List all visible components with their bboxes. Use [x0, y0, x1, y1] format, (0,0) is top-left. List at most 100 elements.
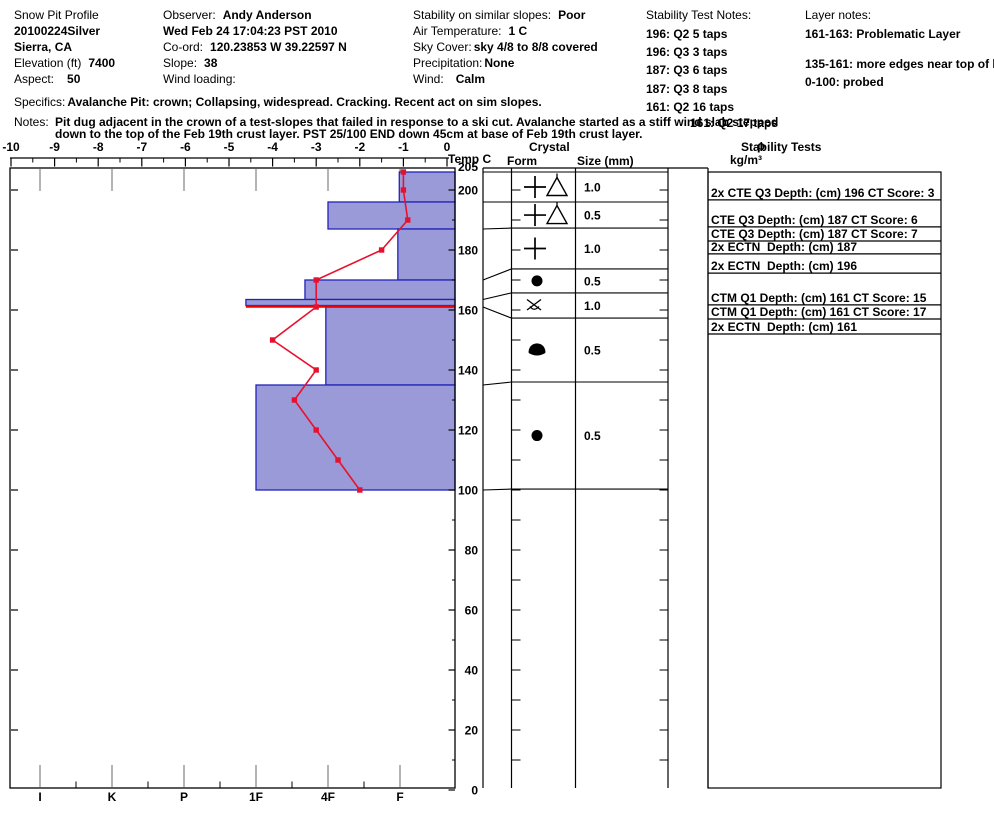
- temp-tick-label: -7: [136, 140, 147, 154]
- surface-depth-label: 205: [458, 160, 478, 174]
- aspect-label: Aspect:: [14, 72, 55, 86]
- wind-row: Wind: Calm: [413, 72, 485, 86]
- density-symbol: ρ: [757, 138, 766, 153]
- stability-test-row: 2x CTE Q3 Depth: (cm) 196 CT Score: 3: [711, 186, 935, 200]
- stability-test-row: CTM Q1 Depth: (cm) 161 CT Score: 17: [711, 305, 927, 319]
- stability-test-row: 2x ECTN Depth: (cm) 196: [711, 259, 857, 273]
- slope-row: Slope: 38: [163, 56, 217, 70]
- temp-point-marker: [378, 247, 385, 253]
- wind-loading-label: Wind loading:: [163, 72, 236, 86]
- crystal-table: [482, 167, 709, 788]
- temp-axis: -10 -9 -8 -7 -6 -5 -4 -3 -2 -1 0: [2, 140, 451, 167]
- elevation-label: Elevation (ft): [14, 56, 82, 70]
- aspect-row: Aspect: 50: [14, 72, 80, 86]
- report-title: Snow Pit Profile: [14, 8, 99, 22]
- notes-line1: Pit dug adjacent in the crown of a test-…: [55, 115, 779, 129]
- notes-label: Notes:: [14, 115, 49, 129]
- specifics-label: Specifics:: [14, 95, 66, 109]
- temp-tick-label: -9: [49, 140, 60, 154]
- sky-cover-label: Sky Cover:: [413, 40, 472, 54]
- coord-value: 120.23853 W 39.22597 N: [210, 40, 347, 54]
- air-temp-row: Air Temperature: 1 C: [413, 24, 527, 38]
- form-column-title: Form: [507, 154, 537, 168]
- test-note: 187: Q3 6 taps: [646, 63, 728, 77]
- snow-layer-bar: [398, 171, 456, 203]
- temp-tick-label: -10: [2, 140, 20, 154]
- observer-value: Andy Anderson: [222, 8, 312, 22]
- depth-label: 120: [458, 424, 478, 438]
- test-note: 161: Q2 16 taps: [646, 100, 735, 114]
- depth-label: 200: [458, 184, 478, 198]
- coord-row: Co-ord: 120.23853 W 39.22597 N: [163, 40, 347, 54]
- depth-label: 0: [471, 784, 478, 798]
- hardness-label: K: [108, 790, 117, 804]
- stability-test-row: CTE Q3 Depth: (cm) 187 CT Score: 6: [711, 213, 918, 227]
- hardness-label: F: [396, 790, 403, 804]
- temp-tick-label: -1: [398, 140, 409, 154]
- wind-value: Calm: [455, 72, 486, 86]
- snow-layer-bar: [255, 384, 456, 491]
- depth-label: 80: [465, 544, 479, 558]
- crystal-column-title: Crystal: [529, 140, 570, 154]
- temp-point-marker: [335, 457, 341, 463]
- temp-axis-title: Temp C: [448, 152, 492, 166]
- observer-label: Observer:: [163, 8, 216, 22]
- temp-point-marker: [405, 217, 411, 223]
- temp-tick-label: -8: [93, 140, 104, 154]
- depth-label: 40: [465, 664, 479, 678]
- air-temp-value: 1 C: [508, 24, 528, 38]
- hardness-axis: I K P 1F 4F F: [38, 781, 404, 804]
- stability-row: Stability on similar slopes: Poor: [413, 8, 585, 22]
- temp-tick-label: -3: [311, 140, 322, 154]
- depth-label: 180: [458, 244, 478, 258]
- depth-label: 140: [458, 364, 478, 378]
- precip-label: Precipitation:: [413, 56, 483, 70]
- temp-profile-line: [271, 172, 409, 491]
- depth-label: 20: [465, 724, 479, 738]
- elevation-row: Elevation (ft) 7400: [14, 56, 115, 70]
- test-notes-title: Stability Test Notes:: [646, 8, 752, 22]
- test-note-overlapping: 161: Q2 17 taps: [690, 116, 779, 130]
- stability-value: Poor: [558, 8, 586, 22]
- depth-label: 100: [458, 484, 478, 498]
- temp-point-marker: [291, 397, 298, 403]
- aspect-value: 50: [67, 72, 81, 86]
- grain-size-value: 0.5: [584, 274, 601, 288]
- precip-value: None: [484, 56, 515, 70]
- grain-size-value: 1.0: [584, 299, 601, 313]
- grain-size-value: 1.0: [584, 242, 601, 256]
- coord-label: Co-ord:: [163, 40, 204, 54]
- stability-test-row: CTM Q1 Depth: (cm) 161 CT Score: 15: [711, 291, 927, 305]
- elevation-value: 7400: [88, 56, 116, 70]
- stability-test-row: 2x ECTN Depth: (cm) 161: [711, 320, 857, 334]
- stability-label: Stability on similar slopes:: [413, 8, 552, 22]
- temp-point-marker: [357, 487, 363, 493]
- datetime: Wed Feb 24 17:04:23 PST 2010: [163, 24, 338, 38]
- test-note: 187: Q3 8 taps: [646, 82, 728, 96]
- stability-test-row: 2x ECTN Depth: (cm) 187: [711, 240, 857, 254]
- snow-layer-bar: [327, 201, 456, 230]
- crystal-symbols: 1.0 0.5 1.0 0.5 1.0 0.5 0.5: [524, 173, 601, 443]
- layer-note: 161-163: Problematic Layer: [805, 27, 961, 41]
- temp-point-marker: [313, 277, 319, 283]
- temp-tick-label: 0: [444, 140, 451, 154]
- specifics-row: Specifics: Avalanche Pit: crown; Collapsi…: [14, 95, 542, 109]
- layer-note: 0-100: probed: [805, 75, 884, 89]
- grain-size-value: 0.5: [584, 209, 601, 223]
- wind-loading-row: Wind loading:: [163, 72, 243, 86]
- precip-row: Precipitation: None: [413, 56, 514, 70]
- hardness-label: I: [38, 790, 41, 804]
- snow-layer-bar: [397, 228, 456, 281]
- snow-layer-bars: [245, 171, 456, 491]
- observer-row: Observer: Andy Anderson: [163, 8, 312, 22]
- snow-layer-bar: [245, 298, 456, 307]
- temp-profile: [269, 169, 411, 493]
- test-note: 196: Q2 5 taps: [646, 27, 728, 41]
- slope-label: Slope:: [163, 56, 198, 70]
- chart-frame: [9, 167, 456, 789]
- depth-label: 60: [465, 604, 479, 618]
- slope-value: 38: [204, 56, 218, 70]
- size-column-title: Size (mm): [577, 154, 634, 168]
